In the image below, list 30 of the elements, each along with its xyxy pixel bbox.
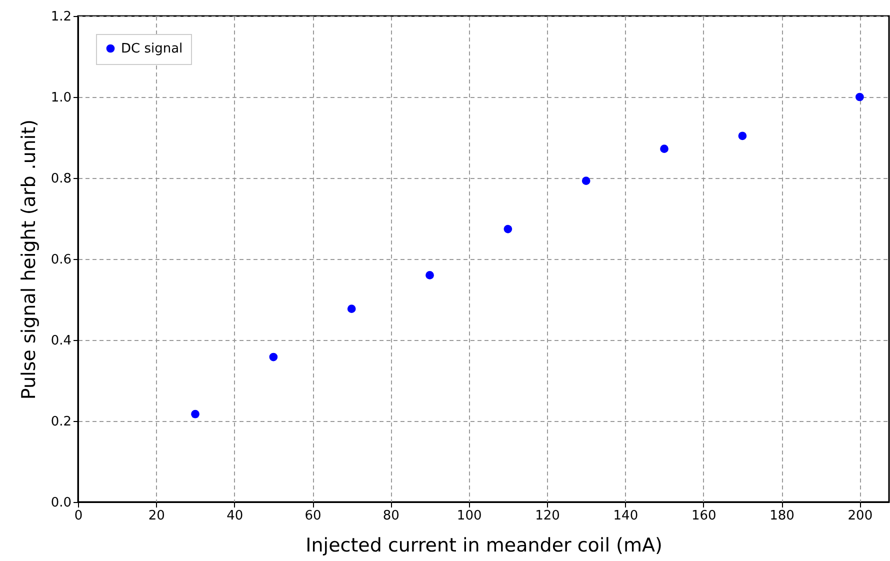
y-tick-label: 0.8 [50, 172, 72, 186]
y-tick-label: 0.0 [50, 496, 72, 510]
x-tick-label: 180 [770, 508, 794, 524]
legend-label: DC signal [121, 42, 183, 56]
x-tick-label: 160 [691, 508, 716, 524]
point [191, 410, 200, 418]
y-tick-label: 0.6 [50, 252, 72, 268]
y-tick-label: 1.2 [50, 10, 72, 24]
x-tick-label: 100 [456, 508, 482, 524]
x-tick-label: 20 [148, 508, 165, 524]
point [738, 132, 747, 140]
x-tick-label: 60 [304, 508, 322, 524]
point [504, 224, 512, 234]
y-axis-title: Pulse signal height (arb .unit) [18, 119, 40, 400]
point [856, 92, 864, 102]
x-tick-label: 200 [848, 508, 873, 524]
point [582, 176, 590, 186]
y-tick-label: 1.0 [50, 90, 72, 106]
point [426, 271, 434, 280]
y-tick-label: 0.2 [50, 414, 72, 430]
x-tick-label: 120 [535, 508, 560, 524]
point [269, 352, 278, 362]
y-tick-label: 0.4 [50, 334, 72, 348]
x-tick-label: 80 [382, 508, 400, 524]
x-tick-label: 40 [226, 508, 244, 524]
x-tick-label: 0 [74, 508, 83, 524]
point [660, 144, 668, 154]
x-tick-label: 140 [613, 508, 638, 524]
x-axis-title: Injected current in meander coil (mA) [306, 534, 662, 556]
point [347, 304, 356, 313]
